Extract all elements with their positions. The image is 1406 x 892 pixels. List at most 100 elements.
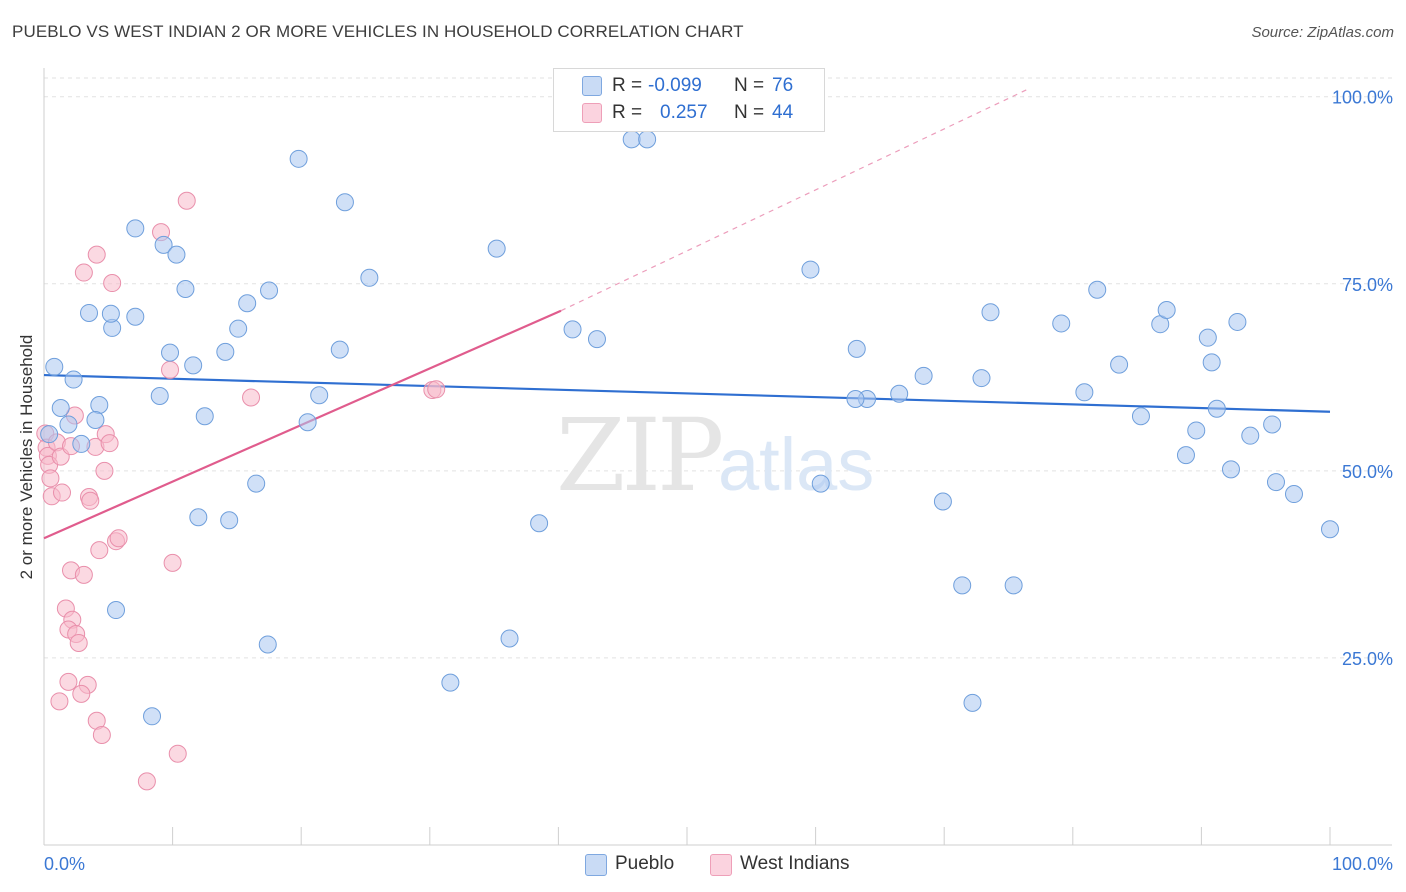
data-point	[177, 191, 196, 210]
legend-label-west-indians: West Indians	[740, 853, 850, 874]
legend-swatch-west-indians	[710, 854, 732, 876]
data-point	[1198, 328, 1217, 347]
data-point	[1263, 415, 1282, 434]
data-point	[64, 370, 83, 389]
data-point	[163, 553, 182, 572]
data-point	[107, 601, 126, 620]
legend-row-west-indians: R = 0.257 N = 44	[554, 100, 824, 126]
data-point	[51, 398, 70, 417]
data-point	[587, 330, 606, 349]
legend-r-label: R =	[612, 102, 643, 123]
data-point	[914, 366, 933, 385]
data-point	[500, 629, 519, 648]
data-point	[563, 320, 582, 339]
trend-line-pueblo	[43, 373, 1331, 413]
data-point	[41, 469, 60, 488]
watermark-zip: ZIP	[556, 397, 721, 514]
y-tick-label: 100.0%	[1332, 88, 1393, 108]
data-point	[184, 356, 203, 375]
data-point	[1131, 407, 1150, 426]
data-point	[1176, 446, 1195, 465]
data-point	[95, 461, 114, 480]
data-point	[90, 396, 109, 415]
data-point	[298, 413, 317, 432]
data-point	[1221, 460, 1240, 479]
data-point	[216, 342, 235, 361]
data-point	[1284, 485, 1303, 504]
tick-labels: 25.0% 50.0% 75.0% 100.0% 0.0% 100.0%	[44, 88, 1393, 874]
data-point	[50, 692, 69, 711]
data-point	[74, 565, 93, 584]
data-point	[229, 319, 248, 338]
data-point	[53, 483, 72, 502]
data-point	[72, 434, 91, 453]
data-point	[933, 492, 952, 511]
data-point	[1075, 383, 1094, 402]
source-credit: Source: ZipAtlas.com	[1251, 24, 1394, 41]
data-point	[1004, 576, 1023, 595]
y-tick-label: 25.0%	[1342, 649, 1393, 669]
data-point	[1321, 520, 1339, 539]
data-point	[638, 130, 657, 149]
data-point	[161, 343, 180, 362]
data-point	[1157, 300, 1176, 319]
data-point	[59, 672, 78, 691]
x-tick-label: 0.0%	[44, 854, 85, 874]
data-point	[811, 474, 830, 493]
data-point	[953, 576, 972, 595]
data-point	[167, 245, 186, 264]
series-legend: Pueblo West Indians	[0, 852, 1406, 878]
watermark: ZIP atlas	[556, 397, 874, 514]
data-point	[176, 280, 195, 299]
data-point	[963, 693, 982, 712]
data-point	[126, 219, 145, 238]
watermark-atlas: atlas	[718, 423, 874, 506]
data-point	[487, 239, 506, 258]
data-point	[189, 508, 208, 527]
data-point	[109, 529, 128, 548]
data-point	[137, 772, 156, 791]
data-point	[81, 491, 100, 510]
data-point	[972, 369, 991, 388]
chart-title: PUEBLO VS WEST INDIAN 2 OR MORE VEHICLES…	[12, 22, 744, 41]
data-point	[622, 130, 641, 149]
data-point	[168, 744, 187, 763]
data-point	[101, 304, 120, 323]
data-point	[801, 260, 820, 279]
data-point	[1052, 314, 1071, 333]
data-point	[890, 384, 909, 403]
data-point	[330, 340, 349, 359]
data-point	[289, 149, 308, 168]
legend-r-label: R =	[612, 75, 643, 96]
data-point	[260, 281, 279, 300]
data-point	[1110, 355, 1129, 374]
data-point	[126, 307, 145, 326]
legend-row-pueblo: R = -0.099 N = 76	[554, 73, 824, 99]
data-point	[846, 390, 865, 409]
legend-n-value: 76	[772, 75, 794, 96]
data-point	[247, 474, 266, 493]
data-point	[530, 514, 549, 533]
data-point	[86, 410, 105, 429]
data-point	[1202, 353, 1221, 372]
legend-n-label: N =	[734, 75, 765, 96]
data-point	[847, 339, 866, 358]
data-point	[69, 633, 88, 652]
data-point	[154, 235, 173, 254]
trend-line-west-indians-extension	[560, 88, 1029, 312]
data-point	[238, 294, 257, 313]
series-pueblo	[40, 130, 1339, 726]
legend-r-value: -0.099	[648, 75, 702, 96]
legend-swatch-pueblo	[585, 854, 607, 876]
legend-n-label: N =	[734, 102, 765, 123]
data-point	[427, 380, 446, 399]
data-point	[1266, 473, 1285, 492]
data-point	[242, 388, 261, 407]
data-point	[80, 303, 99, 322]
data-point	[1207, 399, 1226, 418]
y-tick-label: 50.0%	[1342, 462, 1393, 482]
y-axis-label: 2 or more Vehicles in Household	[17, 334, 36, 580]
legend-swatch-west-indians	[582, 103, 602, 123]
data-point	[360, 268, 379, 287]
legend-label-pueblo: Pueblo	[615, 853, 675, 874]
